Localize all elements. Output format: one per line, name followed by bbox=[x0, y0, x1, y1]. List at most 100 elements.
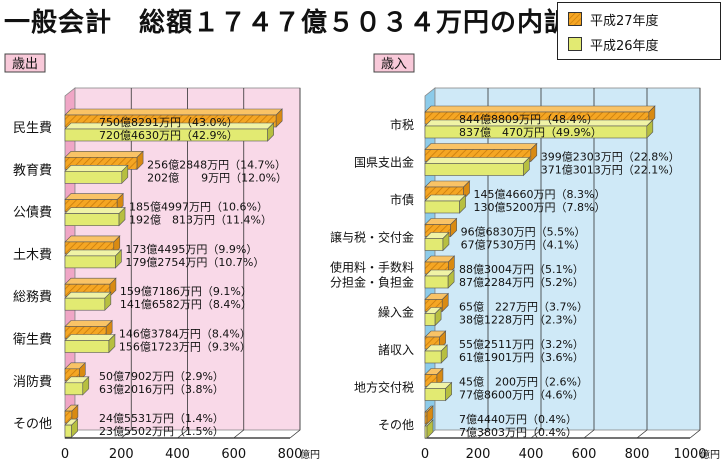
revenue-data-label-27: 844億8809万円（48.4%） bbox=[459, 113, 598, 126]
expend-bar-27-side bbox=[275, 108, 283, 128]
expend-gridline-floor bbox=[289, 429, 301, 439]
expend-bar-26 bbox=[64, 255, 116, 269]
revenue-data-label-26: 371億3013万円（22.1%） bbox=[541, 164, 680, 177]
legend-swatch-26 bbox=[568, 37, 582, 51]
revenue-data-label-27: 88億3004万円（5.1%） bbox=[459, 263, 584, 276]
expend-tick-label: 0 bbox=[61, 447, 69, 462]
revenue-gridline-floor bbox=[636, 429, 648, 439]
expend-bar-27-side bbox=[136, 150, 144, 171]
revenue-category-label: 繰入金 bbox=[378, 305, 414, 320]
expend-tick-label: 400 bbox=[165, 447, 190, 462]
expend-bar-26-top bbox=[64, 249, 123, 257]
revenue-tick-label: 800 bbox=[625, 447, 650, 462]
expend-data-label-26: 179億2754万円（10.7%） bbox=[125, 256, 264, 269]
revenue-category-label: 地方交付税 bbox=[354, 380, 414, 395]
expend-bar-27-top bbox=[64, 108, 283, 116]
revenue-bar-26-side bbox=[459, 194, 466, 214]
expend-bar-26 bbox=[64, 171, 123, 184]
revenue-category-label: 国県支出金 bbox=[354, 155, 414, 170]
expend-unit-label: 億円 bbox=[300, 448, 320, 461]
revenue-bar-26-top bbox=[424, 194, 467, 202]
revenue-gridline-floor bbox=[583, 429, 595, 439]
expend-bar-26 bbox=[64, 340, 110, 353]
expend-data-label-26: 720億4630万円（42.9%） bbox=[99, 129, 238, 142]
revenue-bar-26 bbox=[424, 238, 444, 251]
revenue-data-label-27: 65億 227万円（3.7%） bbox=[459, 301, 588, 314]
revenue-data-label-26: 38億1228万円（2.3%） bbox=[459, 314, 584, 327]
revenue-bar-27-top bbox=[424, 143, 538, 150]
expend-category-label: 総務費 bbox=[13, 290, 52, 305]
expend-bar-27-top bbox=[64, 193, 124, 200]
revenue-bar-26 bbox=[424, 388, 446, 401]
expend-tick-label: 800 bbox=[278, 447, 303, 462]
expend-data-label-26: 156億1723万円（9.3%） bbox=[119, 341, 251, 354]
expend-bar-26-top bbox=[64, 334, 116, 341]
revenue-category-label: 分担金・負担金 bbox=[330, 275, 414, 290]
expend-data-label-26: 192億 813万円（11.4%） bbox=[129, 214, 272, 227]
expend-data-label-26: 23億5502万円（1.5%） bbox=[99, 425, 224, 438]
expend-category-label: 消防費 bbox=[13, 374, 52, 390]
page-title: 一般会計 総額１７４７億５０３４万円の内訳 bbox=[4, 8, 572, 38]
revenue-tick-label: 1000 bbox=[673, 447, 706, 462]
revenue-bar-26-side bbox=[434, 306, 442, 327]
expend-gridline-floor bbox=[121, 429, 132, 439]
revenue-category-label: 譲与税・交付金 bbox=[330, 230, 414, 245]
revenue-bar-26-side bbox=[447, 269, 455, 289]
revenue-data-label-27: 96億6830万円（5.5%） bbox=[461, 226, 586, 239]
legend-label-27: 平成27年度 bbox=[590, 13, 659, 29]
expend-gridline-floor bbox=[177, 429, 188, 439]
expend-bar-26-side bbox=[115, 249, 122, 269]
expend-data-label-27: 50億7902万円（2.9%） bbox=[99, 370, 224, 383]
revenue-bar-26 bbox=[424, 275, 449, 289]
expend-tick-label: 200 bbox=[109, 447, 134, 462]
revenue-data-label-27: 7億4440万円（0.4%） bbox=[459, 413, 577, 426]
expend-data-label-27: 256億2848万円（14.7%） bbox=[147, 158, 286, 171]
expend-category-label: その他 bbox=[13, 417, 52, 432]
revenue-data-label-27: 45億 200万円（2.6%） bbox=[459, 376, 588, 389]
legend-item-27: 平成27年度 bbox=[568, 10, 659, 29]
expend-gridline-floor bbox=[233, 429, 244, 439]
expend-data-label-27: 146億3784万円（8.4%） bbox=[119, 328, 251, 341]
expend-bar-27-top bbox=[64, 320, 113, 327]
expend-bar-26-side bbox=[82, 376, 90, 396]
expend-bar-26 bbox=[64, 382, 84, 396]
expend-bar-27-top bbox=[64, 151, 144, 158]
revenue-tick-label: 400 bbox=[519, 447, 544, 462]
revenue-gridline-floor bbox=[530, 429, 542, 439]
revenue-data-label-26: 77億8600万円（4.6%） bbox=[459, 389, 584, 402]
revenue-data-label-26: 67億7530万円（4.1%） bbox=[461, 239, 586, 252]
revenue-tick-label: 0 bbox=[421, 447, 429, 462]
revenue-bar-26-side bbox=[442, 231, 450, 252]
expend-bar-26-side bbox=[267, 122, 274, 142]
expend-data-label-27: 750億8291万円（43.0%） bbox=[99, 116, 238, 129]
expend-bar-26-top bbox=[64, 165, 129, 172]
expend-bar-26 bbox=[64, 297, 106, 311]
expend-bar-26-side bbox=[118, 206, 126, 227]
revenue-data-label-27: 55億2511万円（3.2%） bbox=[459, 338, 584, 351]
expend-category-label: 公債費 bbox=[13, 206, 52, 221]
legend: 平成27年度 平成26年度 bbox=[557, 2, 721, 60]
expend-category-label: 民生費 bbox=[13, 121, 52, 136]
revenue-tick-label: 200 bbox=[466, 447, 491, 462]
revenue-bar-26-side bbox=[440, 344, 448, 364]
expend-data-label-27: 173億4495万円（9.9%） bbox=[125, 243, 257, 256]
expend-bar-26-top bbox=[64, 207, 126, 214]
expend-bar-26-side bbox=[108, 333, 116, 354]
expend-bar-26-side bbox=[121, 164, 129, 185]
revenue-data-label-26: 61億1901万円（3.6%） bbox=[459, 351, 584, 364]
expend-bar-26-side bbox=[104, 291, 112, 311]
revenue-data-label-27: 399億2303万円（22.8%） bbox=[541, 151, 680, 164]
revenue-gridline-floor bbox=[689, 429, 701, 439]
expend-data-label-27: 185億4997万円（10.6%） bbox=[129, 201, 268, 214]
expend-bar-27-top bbox=[64, 235, 121, 243]
expend-data-label-26: 63億2016万円（3.8%） bbox=[99, 383, 224, 396]
expend-data-label-26: 202億 9万円（12.0%） bbox=[147, 171, 287, 184]
revenue-bar-26-side bbox=[646, 119, 654, 139]
expend-tag-box bbox=[4, 53, 46, 73]
expend-bar-26 bbox=[64, 213, 120, 226]
legend-swatch-27 bbox=[568, 12, 582, 26]
revenue-data-label-26: 130億5200万円（7.8%） bbox=[474, 201, 606, 214]
expend-bar-26-top bbox=[64, 291, 112, 299]
revenue-category-label: その他 bbox=[378, 418, 414, 432]
